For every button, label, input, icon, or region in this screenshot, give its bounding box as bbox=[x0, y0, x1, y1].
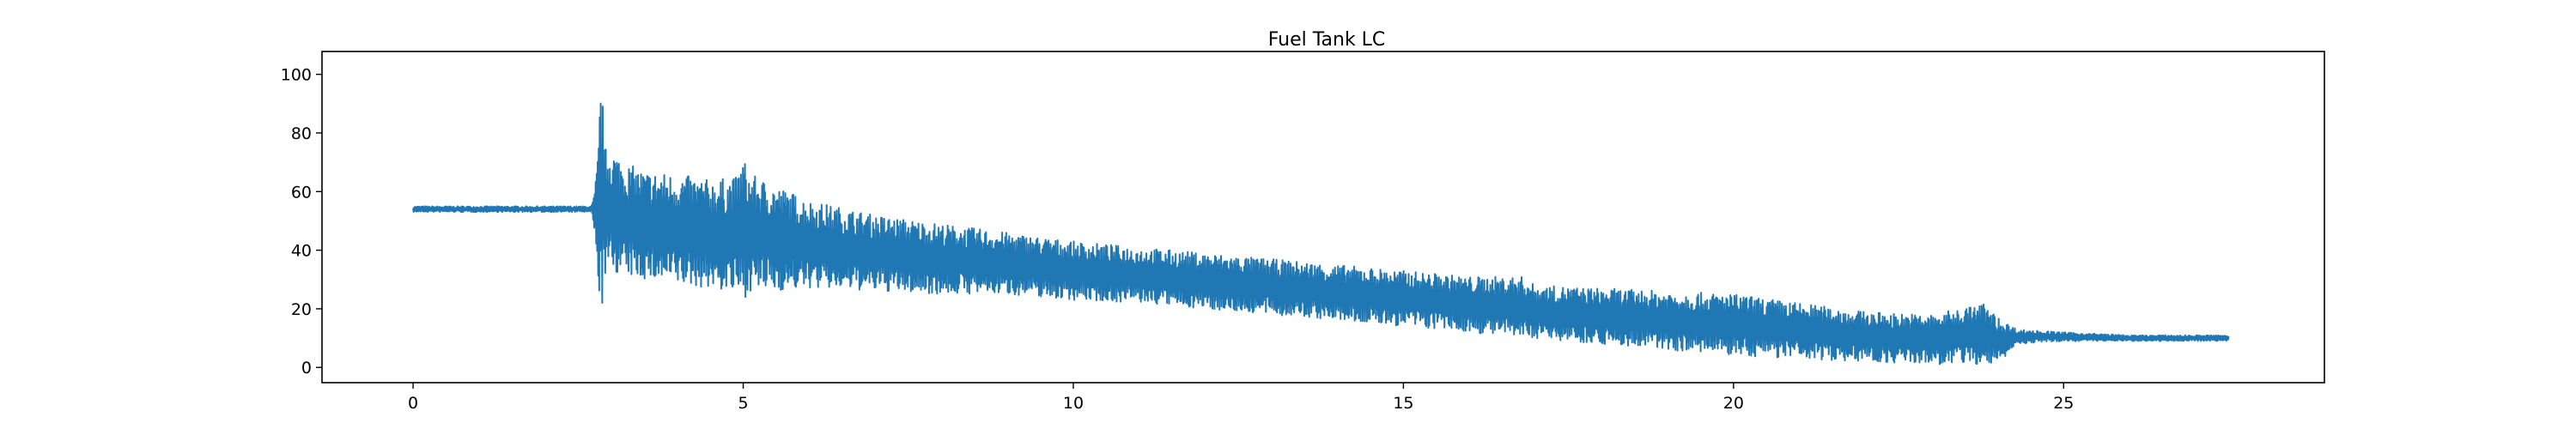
x-tick-label: 20 bbox=[1723, 394, 1744, 413]
x-axis: 0 5 10 15 20 25 bbox=[408, 383, 2074, 413]
chart-title: Fuel Tank LC bbox=[1268, 29, 1386, 51]
x-tick-label: 5 bbox=[738, 394, 748, 413]
y-tick-label: 0 bbox=[301, 359, 312, 378]
series-line bbox=[412, 102, 2230, 366]
series-group bbox=[412, 102, 2230, 366]
y-tick-label: 60 bbox=[291, 183, 312, 202]
x-tick-label: 10 bbox=[1063, 394, 1084, 413]
y-axis: 0 20 40 60 80 100 bbox=[281, 66, 322, 378]
x-tick-label: 15 bbox=[1393, 394, 1413, 413]
y-tick-label: 80 bbox=[291, 124, 312, 143]
y-tick-label: 100 bbox=[281, 66, 312, 85]
x-tick-label: 25 bbox=[2053, 394, 2074, 413]
y-tick-label: 40 bbox=[291, 242, 312, 261]
y-tick-label: 20 bbox=[291, 300, 312, 319]
plot-frame bbox=[321, 51, 2325, 384]
x-tick-label: 0 bbox=[408, 394, 418, 413]
